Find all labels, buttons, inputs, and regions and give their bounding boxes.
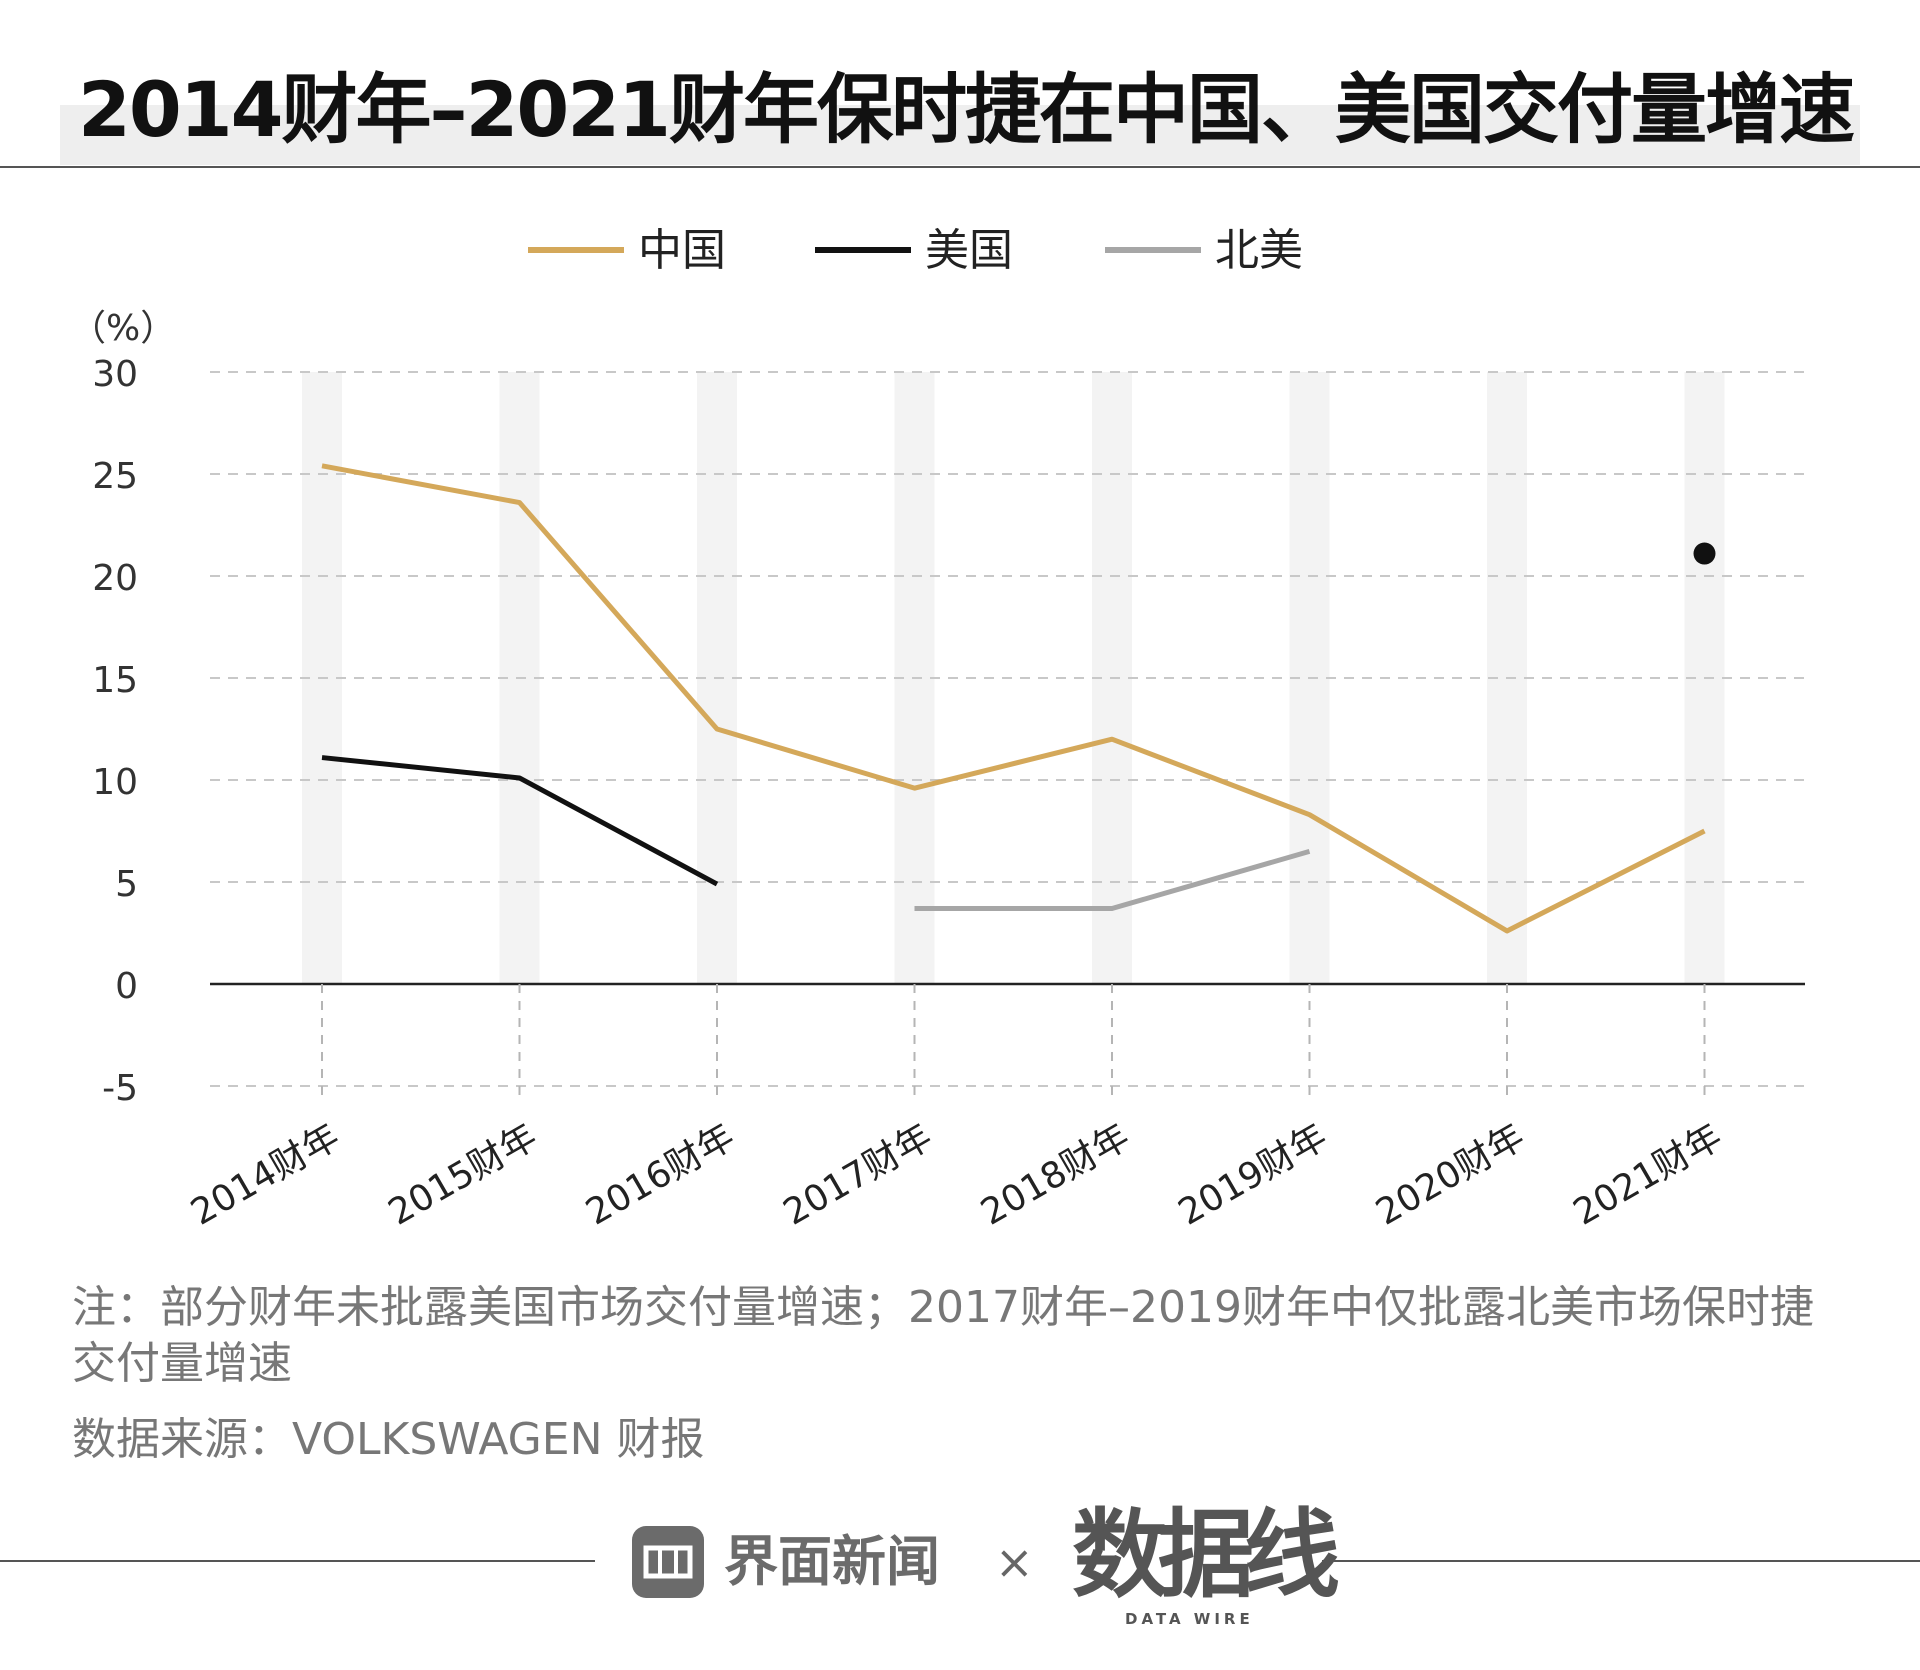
y-tick-label: 0: [115, 966, 138, 1007]
line-chart: 30 25 20 15 10 5 0 -5 （%） 2014财年 2015财年 2016财年 2017财…: [70, 225, 1805, 1234]
data-point: [1693, 542, 1716, 565]
x-tick-label: 2014财年: [184, 1116, 346, 1233]
legend-label: 中国: [638, 225, 726, 276]
title-band: [60, 105, 1860, 165]
y-tick-label: -5: [102, 1068, 138, 1109]
jiemian-logo-icon: [632, 1526, 704, 1598]
series-line: [914, 848, 1311, 912]
x-tick-label: 2019财年: [1172, 1116, 1334, 1233]
data-wire-logo: 数据线: [1072, 1499, 1340, 1611]
series-line: [321, 755, 719, 887]
legend-label: 北美: [1215, 225, 1303, 276]
chart-title: 2014财年–2021财年保时捷在中国、美国交付量增速: [78, 65, 1855, 154]
y-tick-label: 15: [92, 660, 138, 701]
x-tick-label: 2018财年: [974, 1116, 1136, 1233]
y-unit-label: （%）: [70, 308, 176, 349]
footer-rule-left: [0, 1560, 595, 1562]
y-tick-label: 5: [115, 864, 138, 905]
jiemian-logo-text: 界面新闻: [724, 1530, 940, 1593]
data-wire-subtitle: DATA WIRE: [1125, 1610, 1254, 1628]
x-tick-label: 2015财年: [382, 1116, 544, 1233]
footer-rule-right: [1322, 1560, 1920, 1562]
y-tick-label: 10: [92, 762, 138, 803]
x-tick-label: 2016财年: [579, 1116, 741, 1233]
x-tick-label: 2020财年: [1369, 1116, 1531, 1233]
title-divider: [0, 166, 1920, 168]
y-tick-label: 20: [92, 558, 138, 599]
x-tick-label: 2021财年: [1567, 1116, 1729, 1233]
y-tick-label: 25: [92, 456, 138, 497]
legend-label: 美国: [925, 225, 1013, 276]
y-tick-label: 30: [92, 354, 138, 395]
times-sign: ×: [995, 1535, 1034, 1589]
chart-note: 注：部分财年未批露美国市场交付量增速；2017财年–2019财年中仅批露北美市场…: [72, 1282, 1814, 1389]
series-line: [321, 463, 1706, 934]
x-tick-label: 2017财年: [777, 1116, 939, 1233]
data-source: 数据来源：VOLKSWAGEN 财报: [72, 1414, 705, 1465]
